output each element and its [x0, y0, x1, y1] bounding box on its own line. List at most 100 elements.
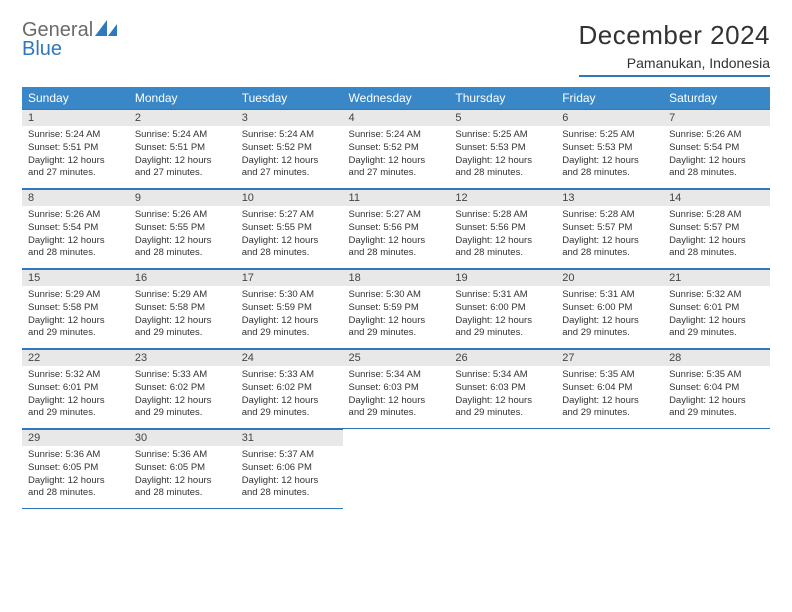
- calendar-cell: 11Sunrise: 5:27 AMSunset: 5:56 PMDayligh…: [343, 189, 450, 269]
- sunset-line: Sunset: 5:58 PM: [135, 302, 230, 315]
- calendar-cell: 5Sunrise: 5:25 AMSunset: 5:53 PMDaylight…: [449, 109, 556, 189]
- sunset-line: Sunset: 6:00 PM: [562, 302, 657, 315]
- sunrise-line: Sunrise: 5:29 AM: [135, 289, 230, 302]
- daylight-line: Daylight: 12 hours and 29 minutes.: [349, 315, 444, 341]
- day-body: Sunrise: 5:37 AMSunset: 6:06 PMDaylight:…: [236, 446, 343, 508]
- calendar-cell: 14Sunrise: 5:28 AMSunset: 5:57 PMDayligh…: [663, 189, 770, 269]
- sunset-line: Sunset: 6:02 PM: [135, 382, 230, 395]
- sunset-line: Sunset: 6:04 PM: [669, 382, 764, 395]
- calendar-cell: [343, 429, 450, 509]
- day-number: 27: [556, 349, 663, 366]
- daylight-line: Daylight: 12 hours and 29 minutes.: [455, 395, 550, 421]
- weekday-header: Sunday: [22, 87, 129, 109]
- sunrise-line: Sunrise: 5:26 AM: [135, 209, 230, 222]
- day-number: 25: [343, 349, 450, 366]
- sunrise-line: Sunrise: 5:27 AM: [349, 209, 444, 222]
- weekday-header: Thursday: [449, 87, 556, 109]
- daylight-line: Daylight: 12 hours and 29 minutes.: [455, 315, 550, 341]
- sunset-line: Sunset: 5:59 PM: [349, 302, 444, 315]
- calendar-cell: 29Sunrise: 5:36 AMSunset: 6:05 PMDayligh…: [22, 429, 129, 509]
- day-body: Sunrise: 5:28 AMSunset: 5:57 PMDaylight:…: [663, 206, 770, 268]
- calendar-cell: 20Sunrise: 5:31 AMSunset: 6:00 PMDayligh…: [556, 269, 663, 349]
- day-body: Sunrise: 5:32 AMSunset: 6:01 PMDaylight:…: [22, 366, 129, 428]
- weekday-header-row: SundayMondayTuesdayWednesdayThursdayFrid…: [22, 87, 770, 109]
- sunrise-line: Sunrise: 5:26 AM: [28, 209, 123, 222]
- daylight-line: Daylight: 12 hours and 28 minutes.: [242, 475, 337, 501]
- calendar-row: 1Sunrise: 5:24 AMSunset: 5:51 PMDaylight…: [22, 109, 770, 189]
- sunrise-line: Sunrise: 5:24 AM: [349, 129, 444, 142]
- daylight-line: Daylight: 12 hours and 29 minutes.: [349, 395, 444, 421]
- calendar-cell: 30Sunrise: 5:36 AMSunset: 6:05 PMDayligh…: [129, 429, 236, 509]
- day-number: 30: [129, 429, 236, 446]
- sunrise-line: Sunrise: 5:31 AM: [562, 289, 657, 302]
- sunset-line: Sunset: 6:00 PM: [455, 302, 550, 315]
- day-number: 7: [663, 109, 770, 126]
- calendar-cell: 1Sunrise: 5:24 AMSunset: 5:51 PMDaylight…: [22, 109, 129, 189]
- sunrise-line: Sunrise: 5:29 AM: [28, 289, 123, 302]
- day-body: Sunrise: 5:35 AMSunset: 6:04 PMDaylight:…: [663, 366, 770, 428]
- sunrise-line: Sunrise: 5:35 AM: [669, 369, 764, 382]
- calendar-cell: 6Sunrise: 5:25 AMSunset: 5:53 PMDaylight…: [556, 109, 663, 189]
- sunset-line: Sunset: 6:06 PM: [242, 462, 337, 475]
- day-number: 23: [129, 349, 236, 366]
- daylight-line: Daylight: 12 hours and 27 minutes.: [242, 155, 337, 181]
- day-body: Sunrise: 5:29 AMSunset: 5:58 PMDaylight:…: [129, 286, 236, 348]
- calendar-cell: [449, 429, 556, 509]
- calendar-cell: 9Sunrise: 5:26 AMSunset: 5:55 PMDaylight…: [129, 189, 236, 269]
- logo-text: General Blue: [22, 20, 117, 59]
- sunrise-line: Sunrise: 5:30 AM: [349, 289, 444, 302]
- calendar-cell: 24Sunrise: 5:33 AMSunset: 6:02 PMDayligh…: [236, 349, 343, 429]
- day-body: Sunrise: 5:31 AMSunset: 6:00 PMDaylight:…: [449, 286, 556, 348]
- calendar-cell: 22Sunrise: 5:32 AMSunset: 6:01 PMDayligh…: [22, 349, 129, 429]
- sunset-line: Sunset: 6:03 PM: [455, 382, 550, 395]
- calendar-cell: 3 Sunrise: 5:24 AMSunset: 5:52 PMDaylight…: [236, 109, 343, 189]
- page-title: December 2024: [579, 20, 771, 51]
- day-number: 3: [236, 109, 343, 126]
- sunset-line: Sunset: 6:05 PM: [28, 462, 123, 475]
- sunset-line: Sunset: 5:57 PM: [669, 222, 764, 235]
- daylight-line: Daylight: 12 hours and 29 minutes.: [242, 395, 337, 421]
- calendar-cell: 25Sunrise: 5:34 AMSunset: 6:03 PMDayligh…: [343, 349, 450, 429]
- sunrise-line: Sunrise: 5:36 AM: [135, 449, 230, 462]
- sunset-line: Sunset: 6:01 PM: [28, 382, 123, 395]
- sunrise-line: Sunrise: 5:24 AM: [28, 129, 123, 142]
- daylight-line: Daylight: 12 hours and 29 minutes.: [135, 315, 230, 341]
- calendar-row: 8Sunrise: 5:26 AMSunset: 5:54 PMDaylight…: [22, 189, 770, 269]
- day-body: Sunrise: 5:34 AMSunset: 6:03 PMDaylight:…: [449, 366, 556, 428]
- sunrise-line: Sunrise: 5:35 AM: [562, 369, 657, 382]
- day-body: Sunrise: 5:26 AMSunset: 5:54 PMDaylight:…: [22, 206, 129, 268]
- sunrise-line: Sunrise: 5:34 AM: [349, 369, 444, 382]
- sunrise-line: Sunrise: 5:24 AM: [242, 129, 337, 142]
- calendar-cell: 2Sunrise: 5:24 AMSunset: 5:51 PMDaylight…: [129, 109, 236, 189]
- day-body: Sunrise: 5:24 AMSunset: 5:52 PMDaylight:…: [343, 126, 450, 188]
- sunset-line: Sunset: 5:52 PM: [242, 142, 337, 155]
- day-body: Sunrise: 5:26 AMSunset: 5:54 PMDaylight:…: [663, 126, 770, 188]
- day-number: 18: [343, 269, 450, 286]
- calendar-cell: 23Sunrise: 5:33 AMSunset: 6:02 PMDayligh…: [129, 349, 236, 429]
- logo-word-blue: Blue: [22, 39, 117, 59]
- sunrise-line: Sunrise: 5:28 AM: [455, 209, 550, 222]
- weekday-header: Tuesday: [236, 87, 343, 109]
- day-body: Sunrise: 5:28 AMSunset: 5:56 PMDaylight:…: [449, 206, 556, 268]
- day-number: 28: [663, 349, 770, 366]
- logo: General Blue: [22, 20, 117, 59]
- calendar-cell: 21Sunrise: 5:32 AMSunset: 6:01 PMDayligh…: [663, 269, 770, 349]
- sunset-line: Sunset: 6:05 PM: [135, 462, 230, 475]
- day-number: 1: [22, 109, 129, 126]
- calendar-body: 1Sunrise: 5:24 AMSunset: 5:51 PMDaylight…: [22, 109, 770, 509]
- daylight-line: Daylight: 12 hours and 28 minutes.: [28, 235, 123, 261]
- logo-sail-icon: [95, 20, 117, 36]
- calendar-cell: 10Sunrise: 5:27 AMSunset: 5:55 PMDayligh…: [236, 189, 343, 269]
- daylight-line: Daylight: 12 hours and 29 minutes.: [135, 395, 230, 421]
- calendar-cell: 15Sunrise: 5:29 AMSunset: 5:58 PMDayligh…: [22, 269, 129, 349]
- sunrise-line: Sunrise: 5:25 AM: [562, 129, 657, 142]
- daylight-line: Daylight: 12 hours and 28 minutes.: [242, 235, 337, 261]
- day-number: 24: [236, 349, 343, 366]
- day-body: Sunrise: 5:24 AMSunset: 5:51 PMDaylight:…: [129, 126, 236, 188]
- day-body: Sunrise: 5:25 AMSunset: 5:53 PMDaylight:…: [449, 126, 556, 188]
- title-block: December 2024 Pamanukan, Indonesia: [579, 20, 771, 77]
- day-number: 4: [343, 109, 450, 126]
- daylight-line: Daylight: 12 hours and 29 minutes.: [28, 395, 123, 421]
- calendar-cell: 4Sunrise: 5:24 AMSunset: 5:52 PMDaylight…: [343, 109, 450, 189]
- day-body: Sunrise: 5:28 AMSunset: 5:57 PMDaylight:…: [556, 206, 663, 268]
